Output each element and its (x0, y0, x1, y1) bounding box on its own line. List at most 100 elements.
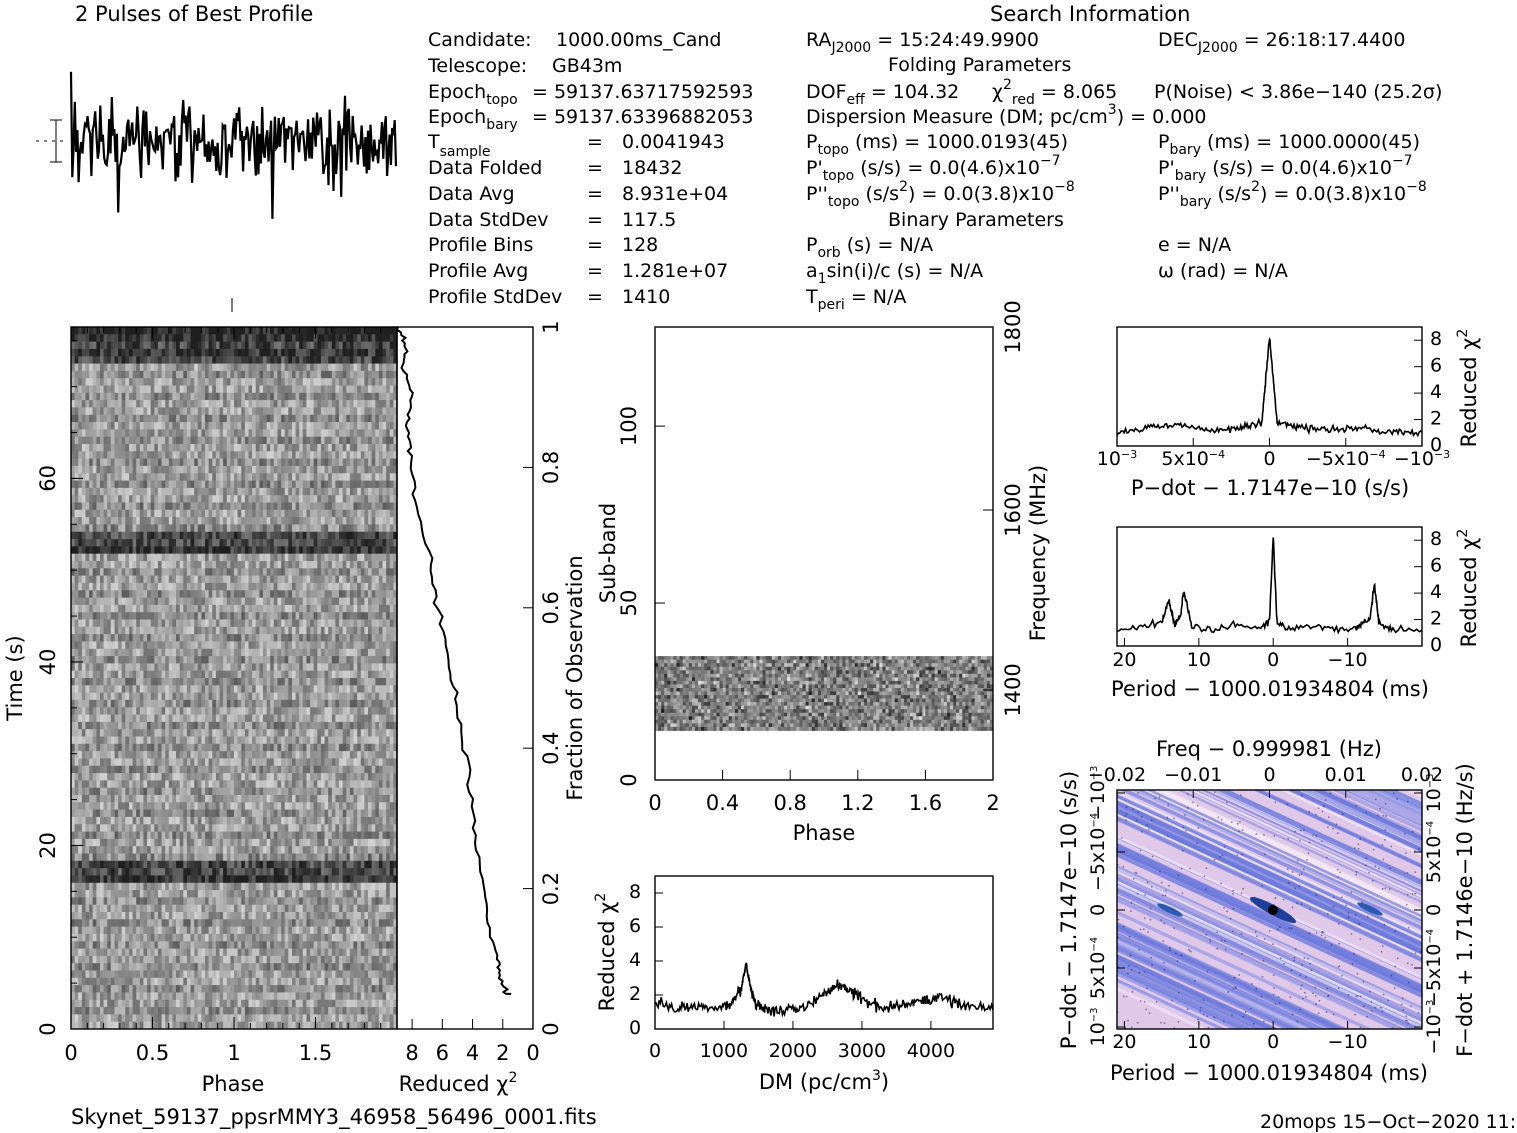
info-profileavg-label: Profile Avg (428, 260, 528, 282)
heatmap-cell (194, 385, 199, 394)
heatmap-cell (215, 553, 221, 562)
heatmap-cell (186, 385, 192, 394)
heatmap-cell (201, 407, 206, 416)
heatmap-cell (234, 656, 239, 664)
heatmap-cell (378, 575, 384, 584)
heatmap-cell (386, 597, 391, 606)
heatmap-cell (234, 626, 239, 635)
heatmap-cell (219, 363, 224, 372)
heatmap-cell (306, 444, 311, 452)
heatmap-cell (143, 407, 148, 416)
pdot-topo-text: P'topo (s/s) = 0.0(4.6)x10−7 (806, 153, 1061, 184)
heatmap-cell (288, 641, 293, 650)
heatmap-cell (150, 385, 155, 394)
heatmap-cell (252, 487, 257, 496)
heatmap-cell (273, 392, 278, 401)
heatmap-cell (147, 341, 152, 350)
heatmap-cell (317, 678, 322, 686)
heatmap-cell (263, 546, 268, 555)
heatmap-cell (328, 334, 333, 343)
heatmap-cell (335, 604, 340, 613)
heatmap-cell (212, 575, 217, 584)
heatmap-cell (219, 487, 224, 496)
heatmap-cell (331, 458, 336, 467)
heatmap-cell (349, 414, 355, 423)
heatmap-cell (331, 334, 336, 343)
heatmap-cell (266, 670, 271, 679)
heatmap-cell (157, 699, 163, 708)
heatmap-cell (281, 656, 286, 664)
heatmap-cell (255, 597, 260, 606)
heatmap-cell (139, 626, 144, 635)
heatmap-cell (143, 685, 148, 694)
heatmap-cell (114, 663, 119, 672)
heatmap-cell (386, 465, 391, 474)
heatmap-cell (197, 473, 202, 482)
heatmap-cell (353, 348, 358, 357)
heatmap-cell (96, 546, 101, 555)
heatmap-cell (190, 582, 195, 591)
heatmap-cell (349, 670, 355, 679)
heatmap-cell (147, 487, 152, 496)
heatmap-cell (364, 400, 369, 408)
heatmap-cell (107, 524, 112, 533)
heatmap-cell (205, 348, 210, 357)
heatmap-cell (273, 597, 278, 606)
heatmap-cell (125, 502, 130, 511)
heatmap-cell (92, 407, 97, 416)
heatmap-cell (273, 648, 278, 657)
heatmap-cell (339, 612, 344, 621)
heatmap-cell (284, 597, 289, 606)
heatmap-cell (110, 582, 115, 591)
heatmap-cell (386, 356, 391, 365)
heatmap-cell (78, 539, 83, 547)
heatmap-cell (353, 465, 358, 474)
heatmap-cell (136, 400, 141, 408)
heatmap-cell (310, 370, 315, 379)
heatmap-cell (85, 473, 90, 482)
heatmap-cell (157, 582, 163, 591)
heatmap-cell (306, 356, 311, 365)
heatmap-cell (107, 670, 112, 679)
heatmap-cell (339, 392, 344, 401)
heatmap-cell (259, 327, 264, 335)
heatmap-cell (335, 539, 340, 547)
heatmap-cell (168, 553, 173, 562)
heatmap-cell (263, 648, 268, 657)
heatmap-cell (107, 626, 112, 635)
heatmap-cell (244, 634, 250, 642)
heatmap-cell (165, 670, 170, 679)
heatmap-cell (346, 553, 351, 562)
heatmap-cell (139, 422, 144, 430)
heatmap-cell (100, 480, 105, 489)
heatmap-cell (248, 568, 253, 577)
heatmap-cell (121, 678, 126, 686)
heatmap-cell (125, 458, 130, 467)
heatmap-cell (92, 670, 97, 679)
heatmap-cell (364, 444, 369, 452)
heatmap-cell (335, 619, 340, 628)
heatmap-cell (208, 392, 213, 401)
heatmap-cell (234, 531, 239, 540)
heatmap-cell (129, 341, 134, 350)
heatmap-cell (342, 685, 347, 694)
heatmap-cell (306, 480, 311, 489)
heatmap-cell (78, 429, 83, 438)
heatmap-cell (165, 385, 170, 394)
heatmap-cell (74, 407, 79, 416)
heatmap-cell (393, 626, 397, 635)
heatmap-cell (190, 509, 195, 518)
heatmap-cell (382, 327, 387, 335)
heatmap-cell (143, 553, 148, 562)
heatmap-cell (353, 619, 358, 628)
heatmap-cell (259, 670, 264, 679)
heatmap-cell (150, 378, 155, 387)
heatmap-cell (263, 561, 268, 569)
heatmap-cell (212, 348, 217, 357)
heatmap-cell (74, 692, 79, 701)
heatmap-cell (266, 678, 271, 686)
heatmap-cell (103, 568, 108, 577)
heatmap-cell (223, 444, 228, 452)
heatmap-cell (176, 465, 181, 474)
heatmap-cell (176, 348, 181, 357)
